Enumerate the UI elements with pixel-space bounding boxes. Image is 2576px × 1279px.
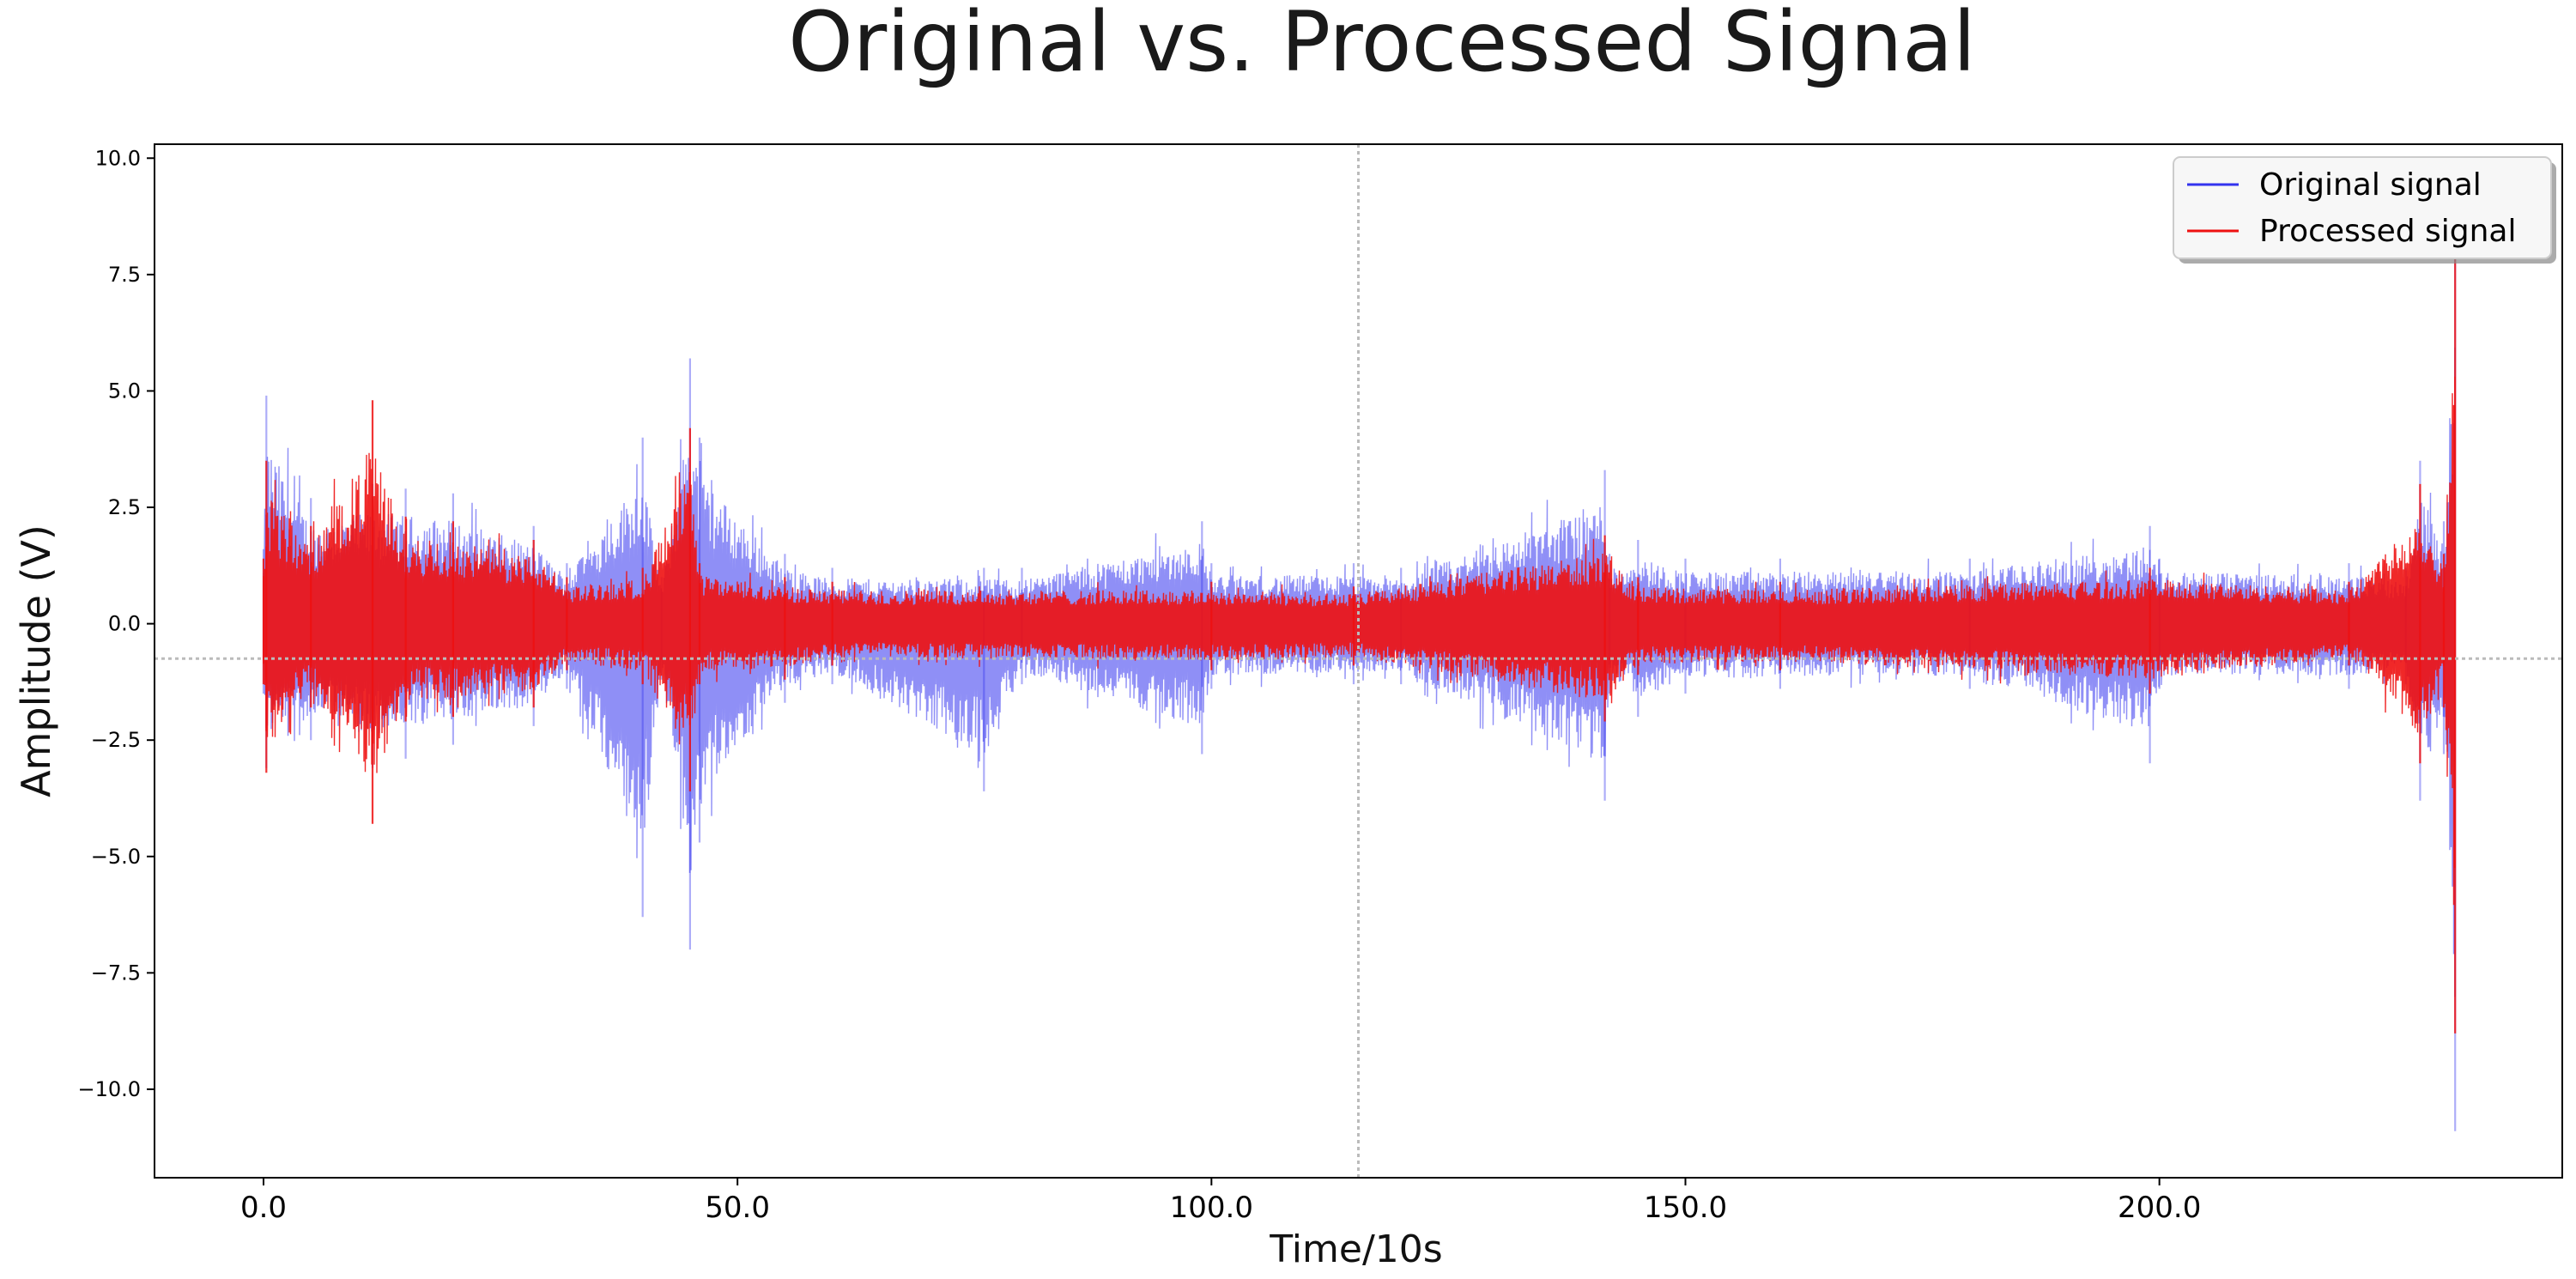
- axes-frame: [154, 143, 2563, 1179]
- x-tick-label: 150.0: [1644, 1191, 1727, 1225]
- x-axis-label: Time/10s: [1269, 1227, 1442, 1271]
- x-tick-label: 200.0: [2118, 1191, 2201, 1225]
- series-processed-signal: [262, 251, 2457, 1034]
- y-tick-label: 5.0: [108, 379, 141, 403]
- chart-title: Original vs. Processed Signal: [788, 0, 1976, 90]
- legend-box: [2173, 156, 2552, 259]
- x-tick-label: 0.0: [240, 1191, 287, 1225]
- y-tick-label: −10.0: [77, 1077, 141, 1101]
- y-tick-label: −7.5: [91, 961, 141, 985]
- y-tick-label: −5.0: [91, 845, 141, 869]
- y-tick-label: 7.5: [108, 263, 141, 287]
- legend-label: Processed signal: [2259, 214, 2517, 249]
- y-axis-label: Amplitude (V): [13, 524, 59, 797]
- x-tick-label: 50.0: [705, 1191, 770, 1225]
- y-tick-label: −2.5: [91, 728, 141, 752]
- y-tick-label: 10.0: [95, 146, 141, 170]
- legend: Original signal Processed signal: [2173, 156, 2556, 264]
- y-tick-label: 0.0: [108, 612, 141, 636]
- y-tick-label: 2.5: [108, 495, 141, 519]
- plot-area: [155, 144, 2562, 1178]
- series-body-trace: [263, 376, 2456, 906]
- axes: 10.0 7.5 5.0 2.5 0.0 −2.5 −5.0 −7.5 −10.0 0.0 50.0…: [77, 143, 2563, 1225]
- x-tick-label: 100.0: [1170, 1191, 1253, 1225]
- legend-label: Original signal: [2259, 167, 2482, 203]
